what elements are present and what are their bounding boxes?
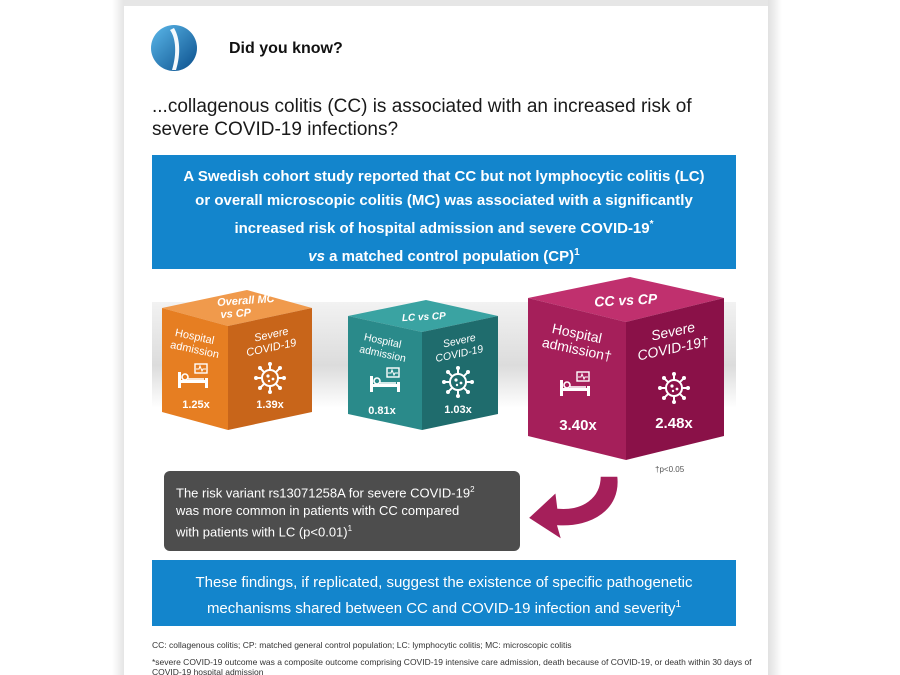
conclusion-line-2-text: mechanisms shared between CC and COVID-1… <box>206 600 676 617</box>
study-banner: A Swedish cohort study reported that CC … <box>152 155 736 269</box>
risk-cubes: Overall MC vs CP Hospital admission 1.25… <box>152 270 736 470</box>
conclusion-line-2: mechanisms shared between CC and COVID-1… <box>152 594 736 620</box>
banner-line-4-text: a matched control population (CP) <box>324 248 575 265</box>
banner-line-4: vs a matched control population (CP)1 <box>162 241 726 269</box>
logo-icon <box>151 25 197 71</box>
risk-variant-line-3-sup: 1 <box>347 524 353 534</box>
cube-3-right-value: 2.48x <box>655 415 693 432</box>
info-card: Did you know? ...collagenous colitis (CC… <box>124 0 768 675</box>
cube-3-left-value: 3.40x <box>559 417 597 434</box>
p-value-note: †p<0.05 <box>655 465 685 474</box>
banner-line-1: A Swedish cohort study reported that CC … <box>183 168 705 185</box>
banner-line-2: or overall microscopic colitis (MC) was … <box>195 192 693 209</box>
page-shadow-right <box>768 0 782 675</box>
cube-2-top-line-1: LC vs CP <box>402 311 447 324</box>
cube-1-left-value: 1.25x <box>182 399 210 411</box>
cube-cc: CC vs CP Hospital admission† 3.40x Sever… <box>528 277 724 460</box>
risk-variant-line-2: was more common in patients with CC comp… <box>176 503 460 519</box>
cube-3-top-line-1: CC vs CP <box>594 290 658 309</box>
header-title: Did you know? <box>229 40 343 57</box>
curved-arrow-icon <box>526 475 620 542</box>
question-heading: ...collagenous colitis (CC) is associate… <box>152 95 742 141</box>
risk-variant-line-1: The risk variant rs13071258A for severe … <box>176 481 510 502</box>
banner-vs: vs <box>308 248 325 265</box>
cube-1-top-line-2: vs CP <box>220 307 252 321</box>
abbreviations-footnote: CC: collagenous colitis; CP: matched gen… <box>152 640 572 650</box>
cubes-graphic: Overall MC vs CP Hospital admission 1.25… <box>162 277 724 460</box>
cube-1-right-value: 1.39x <box>256 399 284 411</box>
banner-line-4-sup: 1 <box>574 247 580 258</box>
risk-variant-line-3: with patients with LC (p<0.01)1 <box>176 520 510 541</box>
banner-line-3: increased risk of hospital admission and… <box>162 213 726 241</box>
page-shadow-left <box>112 0 124 675</box>
question-line-2: severe COVID-19 infections? <box>152 119 399 140</box>
cube-overall-mc: Overall MC vs CP Hospital admission 1.25… <box>162 290 312 430</box>
question-line-1: ...collagenous colitis (CC) is associate… <box>152 96 692 117</box>
conclusion-banner: These findings, if replicated, suggest t… <box>152 560 736 626</box>
risk-variant-line-1-sup: 2 <box>470 485 475 494</box>
conclusion-line-1: These findings, if replicated, suggest t… <box>195 574 693 591</box>
cube-2-left-value: 0.81x <box>368 405 396 417</box>
card-top-edge <box>124 0 768 6</box>
cube-1-top-line-1: Overall MC <box>217 293 276 309</box>
cube-lc: LC vs CP Hospital admission 0.81x Severe… <box>348 300 498 430</box>
risk-variant-line-3-text: with patients with LC (p<0.01) <box>176 524 348 540</box>
risk-variant-box: The risk variant rs13071258A for severe … <box>164 471 520 551</box>
banner-line-3-sup: * <box>649 219 654 230</box>
banner-line-3-text: increased risk of hospital admission and… <box>234 220 650 237</box>
conclusion-line-2-sup: 1 <box>675 599 682 610</box>
risk-variant-line-1-text: The risk variant rs13071258A for severe … <box>176 485 471 501</box>
cube-2-right-value: 1.03x <box>444 404 472 416</box>
severe-definition-footnote: *severe COVID-19 outcome was a composite… <box>152 657 752 675</box>
